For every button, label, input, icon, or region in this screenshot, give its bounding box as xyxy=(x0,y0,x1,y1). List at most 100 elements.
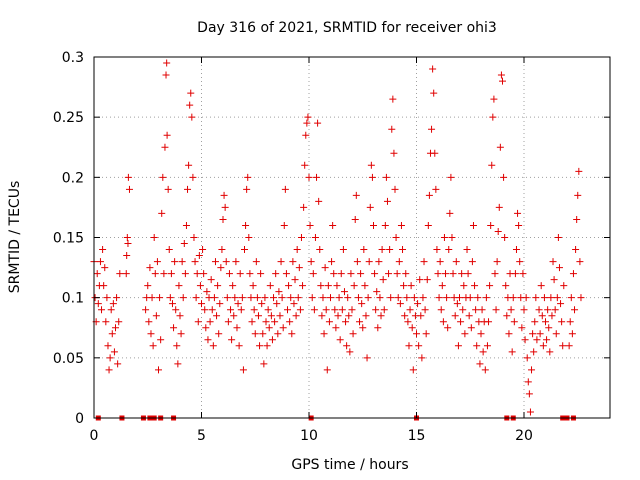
data-point xyxy=(101,264,109,272)
data-point xyxy=(193,270,201,278)
data-point xyxy=(220,191,228,199)
data-point xyxy=(112,324,119,332)
data-point xyxy=(229,282,237,290)
data-point xyxy=(100,282,108,290)
data-point xyxy=(565,342,573,350)
data-point xyxy=(232,258,240,266)
data-point xyxy=(194,318,202,326)
data-point xyxy=(372,306,380,314)
data-point xyxy=(185,161,193,169)
x-tick-label: 0 xyxy=(90,428,99,444)
data-point xyxy=(158,209,166,217)
x-tick-labels: 0 5 10 15 20 xyxy=(90,428,533,444)
data-point xyxy=(268,336,276,344)
data-point xyxy=(439,318,447,326)
data-point xyxy=(106,354,114,362)
data-point xyxy=(440,234,448,241)
data-point xyxy=(333,282,341,290)
data-point xyxy=(295,264,303,272)
data-point xyxy=(394,294,402,302)
data-point xyxy=(401,312,409,320)
data-point xyxy=(393,270,401,278)
data-point xyxy=(365,258,373,266)
data-point xyxy=(361,282,369,290)
data-point xyxy=(284,306,291,314)
data-point xyxy=(103,294,111,302)
data-point xyxy=(375,258,383,266)
data-point xyxy=(104,342,112,350)
data-point xyxy=(343,342,351,350)
data-point xyxy=(367,161,375,169)
data-point xyxy=(163,59,171,67)
data-point xyxy=(309,270,317,278)
data-point xyxy=(434,270,442,278)
data-point xyxy=(238,294,246,302)
y-tick-label: 0.1 xyxy=(62,291,84,307)
data-point xyxy=(526,408,534,416)
data-point xyxy=(263,342,271,350)
data-point xyxy=(425,191,433,199)
data-point xyxy=(273,300,281,308)
data-point xyxy=(413,330,420,338)
data-point xyxy=(482,294,490,302)
data-point xyxy=(248,318,256,326)
data-point xyxy=(260,360,268,368)
data-point xyxy=(249,282,257,290)
data-point xyxy=(472,306,480,314)
data-point xyxy=(113,294,121,302)
data-point xyxy=(325,318,333,326)
data-point xyxy=(346,348,354,356)
data-point xyxy=(406,306,414,314)
data-point xyxy=(218,246,226,254)
data-point xyxy=(303,119,311,127)
data-point xyxy=(336,336,344,344)
data-point xyxy=(200,270,208,278)
data-point xyxy=(297,234,305,241)
data-point xyxy=(404,318,412,326)
data-point xyxy=(528,366,536,374)
data-point xyxy=(451,312,459,320)
data-point xyxy=(99,246,107,254)
data-point xyxy=(165,246,173,254)
data-point xyxy=(334,312,342,320)
y-axis-label: SRMTID / TECUs xyxy=(7,181,23,294)
data-point xyxy=(453,300,461,308)
data-point xyxy=(228,336,236,344)
chart-title: Day 316 of 2021, SRMTID for receiver ohi… xyxy=(197,20,497,36)
data-point xyxy=(148,294,156,302)
data-point xyxy=(560,282,568,290)
data-point xyxy=(164,185,172,193)
data-point xyxy=(330,270,338,278)
data-point xyxy=(301,161,309,169)
data-point xyxy=(318,312,326,320)
data-point xyxy=(473,342,481,350)
data-point xyxy=(368,173,376,181)
data-point xyxy=(257,270,265,278)
data-point xyxy=(160,270,168,278)
data-point xyxy=(267,312,275,320)
data-point xyxy=(419,294,427,302)
data-point xyxy=(488,161,496,169)
data-point xyxy=(170,324,178,332)
data-point xyxy=(538,312,546,320)
data-point xyxy=(327,294,334,302)
data-point xyxy=(102,318,110,326)
data-point xyxy=(374,324,382,332)
data-point xyxy=(463,246,471,254)
data-point xyxy=(222,258,230,266)
data-point xyxy=(461,330,469,338)
data-point xyxy=(304,113,312,121)
data-point xyxy=(349,330,357,338)
data-point xyxy=(491,270,499,278)
data-point xyxy=(266,282,274,290)
data-point xyxy=(569,270,577,278)
x-tick-label: 5 xyxy=(197,428,206,444)
data-point xyxy=(529,330,537,338)
data-point xyxy=(187,89,195,97)
data-point xyxy=(379,276,387,284)
data-point xyxy=(391,185,399,193)
data-point xyxy=(499,77,506,85)
data-point xyxy=(497,71,505,79)
data-point xyxy=(464,270,472,278)
data-point xyxy=(520,306,528,314)
